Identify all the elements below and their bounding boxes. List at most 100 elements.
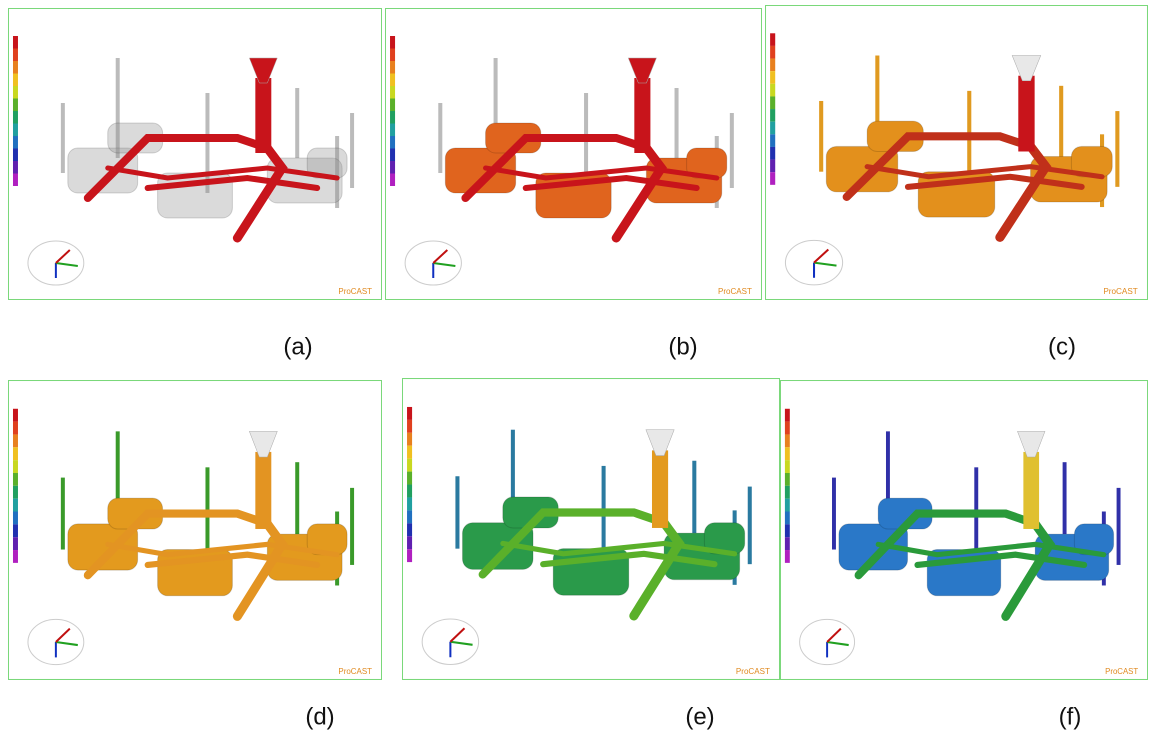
legend-swatch	[13, 149, 18, 162]
riser-pin	[350, 488, 354, 565]
panel-label: (c)	[1048, 333, 1076, 360]
legend-swatch	[770, 109, 775, 122]
legend-swatch	[390, 136, 395, 149]
legend-swatch	[770, 147, 775, 160]
legend-swatch	[390, 174, 395, 187]
sprue	[1023, 452, 1039, 529]
legend-swatch	[785, 434, 790, 447]
legend-swatch	[407, 536, 412, 549]
riser-pin	[692, 461, 696, 533]
legend-swatch	[785, 499, 790, 512]
legend-swatch	[13, 422, 18, 435]
legend-swatch	[785, 524, 790, 537]
riser-pin	[1115, 111, 1119, 187]
legend-swatch	[785, 422, 790, 435]
sprue	[652, 450, 668, 528]
legend-swatch	[785, 486, 790, 499]
panel-label: (e)	[685, 703, 714, 730]
legend-swatch	[770, 96, 775, 109]
brand-label: ProCAST	[1105, 667, 1138, 676]
legend-swatch	[407, 420, 412, 433]
riser-pin	[61, 103, 65, 173]
legend-swatch	[13, 61, 18, 74]
figure: ProCAST (a) ProCAST (b) ProCAST (c) ProCAST (d)…	[0, 0, 1152, 745]
legend-swatch	[770, 33, 775, 46]
legend-swatch	[407, 407, 412, 420]
legend-swatch	[770, 59, 775, 72]
brand-label: ProCAST	[736, 667, 770, 676]
legend-swatch	[770, 134, 775, 147]
riser-pin	[295, 88, 299, 158]
legend-swatch	[770, 172, 775, 185]
legend-swatch	[13, 49, 18, 62]
panel: ProCAST	[780, 381, 1147, 680]
legend-swatch	[390, 61, 395, 74]
legend-swatch	[390, 86, 395, 99]
sprue	[255, 78, 271, 153]
riser-pin	[295, 462, 299, 534]
riser-pin	[1117, 488, 1121, 565]
legend-swatch	[13, 36, 18, 49]
legend-swatch	[407, 497, 412, 510]
legend-swatch	[390, 74, 395, 87]
legend-swatch	[13, 124, 18, 137]
legend-swatch	[13, 524, 18, 537]
brand-label: ProCAST	[338, 287, 372, 296]
panel: ProCAST	[386, 9, 762, 300]
legend-swatch	[13, 434, 18, 447]
panel: ProCAST	[8, 381, 381, 680]
sprue	[1018, 76, 1034, 152]
panel-label: (d)	[305, 703, 334, 730]
legend-swatch	[770, 46, 775, 59]
legend-swatch	[13, 409, 18, 422]
legend-swatch	[390, 161, 395, 174]
legend-swatch	[785, 460, 790, 473]
legend-swatch	[770, 160, 775, 173]
riser-pin	[455, 476, 459, 548]
legend-swatch	[13, 537, 18, 550]
riser-pin	[438, 103, 442, 173]
legend-swatch	[407, 523, 412, 536]
brand-label: ProCAST	[338, 667, 372, 676]
legend-swatch	[407, 549, 412, 562]
brand-label: ProCAST	[718, 287, 752, 296]
legend-swatch	[390, 149, 395, 162]
legend-swatch	[785, 512, 790, 525]
legend-swatch	[13, 473, 18, 486]
riser-pin	[675, 88, 679, 158]
legend-swatch	[407, 446, 412, 459]
legend-swatch	[13, 74, 18, 87]
legend-swatch	[13, 99, 18, 112]
legend-swatch	[407, 459, 412, 472]
panel-label: (b)	[668, 333, 697, 360]
legend-swatch	[13, 174, 18, 187]
legend-swatch	[407, 433, 412, 446]
brand-label: ProCAST	[1103, 287, 1137, 296]
riser-pin	[61, 478, 65, 550]
legend-swatch	[13, 161, 18, 174]
legend-swatch	[770, 84, 775, 97]
panel-label: (f)	[1059, 703, 1082, 730]
riser-pin	[748, 487, 752, 565]
legend-swatch	[13, 447, 18, 460]
legend-swatch	[13, 486, 18, 499]
legend-swatch	[390, 49, 395, 62]
legend-swatch	[13, 111, 18, 124]
legend-swatch	[407, 485, 412, 498]
legend-swatch	[390, 124, 395, 137]
legend-swatch	[770, 122, 775, 135]
legend-swatch	[390, 99, 395, 112]
riser-pin	[819, 101, 823, 172]
legend-swatch	[390, 36, 395, 49]
sprue	[255, 452, 271, 529]
riser-pin	[730, 113, 734, 188]
legend-swatch	[785, 473, 790, 486]
legend-swatch	[785, 447, 790, 460]
legend-swatch	[407, 472, 412, 485]
riser-pin	[350, 113, 354, 188]
legend-swatch	[13, 499, 18, 512]
panel-label: (a)	[283, 333, 312, 360]
legend-swatch	[407, 510, 412, 523]
legend-swatch	[390, 111, 395, 124]
riser-pin	[1059, 86, 1063, 157]
